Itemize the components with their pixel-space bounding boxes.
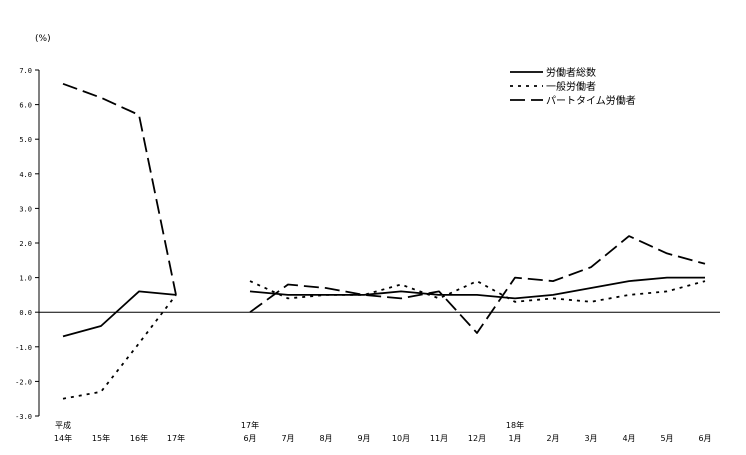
y-unit-label: (%) (35, 34, 51, 44)
y-tick-label: -3.0 (15, 413, 32, 421)
y-tick-label: 4.0 (19, 171, 32, 179)
series-line (249, 235, 706, 334)
series-lines (62, 82, 706, 400)
y-tick-label: 6.0 (19, 102, 32, 110)
x-axis-labels: 平成 14年 15年 16年 17年 17年 6月 7月 8月 9月 10月 11月 12月 18年 1月 2… (54, 420, 712, 443)
x-tick-label: 8月 (319, 434, 332, 443)
series-line (62, 290, 177, 338)
x-tick-label: 11月 (430, 434, 448, 443)
x-tick-label: 16年 (130, 433, 148, 443)
x-tick-label: 10月 (392, 434, 410, 443)
x-tick-label: 15年 (92, 433, 110, 443)
x-tick-label: 3月 (584, 434, 597, 443)
x-tick-label: 14年 (54, 433, 72, 443)
y-tick-label: 5.0 (19, 136, 32, 144)
y-tick-label: -1.0 (15, 344, 32, 352)
series-line (249, 276, 705, 300)
y-tick-label: 3.0 (19, 205, 32, 213)
series-line (62, 82, 177, 296)
x-tick-label: 6月 (698, 434, 711, 443)
x-tick-label: 6月 (243, 434, 256, 443)
x-group-prefix-label: 平成 (55, 420, 71, 430)
series-line (62, 294, 177, 400)
x-tick-label: 12月 (468, 434, 486, 443)
x-tick-label: 5月 (660, 434, 673, 443)
y-tick-label: 7.0 (19, 67, 32, 75)
x-tick-label: 4月 (622, 434, 635, 443)
x-group-prefix-label: 18年 (506, 420, 524, 430)
x-tick-label: 1月 (508, 434, 521, 443)
y-axis: 7.0 6.0 5.0 4.0 3.0 2.0 1.0 0.0 -1.0 -2.0 -3.0 (15, 67, 40, 421)
x-group-prefix-label: 17年 (241, 420, 259, 430)
legend-label: 労働者総数 (546, 66, 596, 79)
x-tick-label: 2月 (546, 434, 559, 443)
x-tick-label: 7月 (281, 434, 294, 443)
y-tick-label: -2.0 (15, 378, 32, 386)
y-tick-label: 2.0 (19, 240, 32, 248)
legend-label: 一般労働者 (546, 80, 596, 93)
x-tick-label: 17年 (167, 433, 185, 443)
legend-label: パートタイム労働者 (546, 94, 636, 107)
x-tick-label: 9月 (357, 434, 370, 443)
y-tick-label: 0.0 (19, 309, 32, 317)
y-tick-label: 1.0 (19, 275, 32, 283)
series-line (249, 280, 706, 303)
